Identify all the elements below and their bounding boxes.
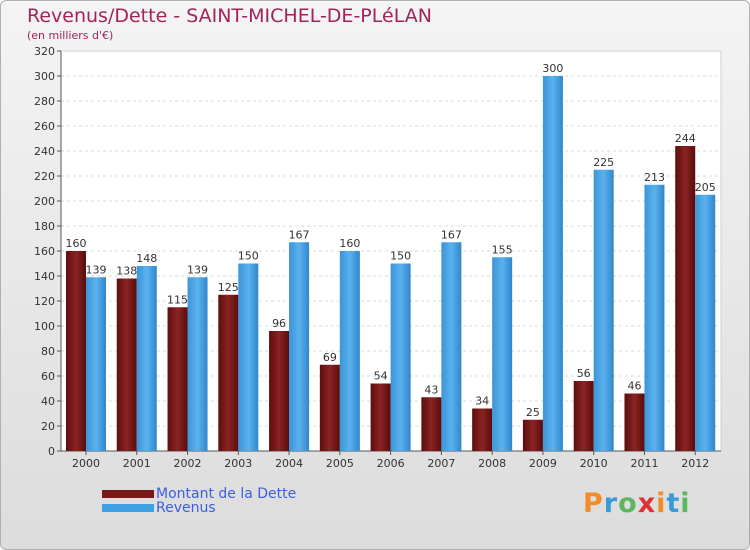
proxiti-logo: Proxiti [583, 488, 691, 519]
x-tick-label-2006: 2006 [377, 457, 405, 470]
legend-label-dette: Montant de la Dette [156, 486, 297, 502]
logo-letter: t [666, 488, 681, 519]
value-label-revenus-2011: 213 [644, 171, 665, 184]
bar-dette-2001 [116, 278, 137, 451]
value-label-dette-2001: 138 [116, 265, 137, 278]
value-label-revenus-2008: 155 [492, 243, 513, 256]
bar-revenus-2011 [644, 184, 665, 451]
y-tick-label: 320 [34, 45, 55, 58]
y-tick-label: 180 [34, 220, 55, 233]
logo-letter: o [618, 488, 638, 519]
bar-revenus-2004 [289, 242, 310, 451]
logo-letter: i [680, 488, 691, 519]
x-tick-label-2000: 2000 [72, 457, 100, 470]
value-label-revenus-2005: 160 [339, 237, 360, 250]
x-tick-label-2004: 2004 [275, 457, 303, 470]
bar-revenus-2003 [238, 263, 259, 451]
value-label-revenus-2004: 167 [289, 228, 310, 241]
value-label-dette-2011: 46 [627, 380, 641, 393]
x-tick-label-2005: 2005 [326, 457, 354, 470]
bar-dette-2002 [167, 307, 188, 451]
x-tick-label-2002: 2002 [174, 457, 202, 470]
y-tick-label: 260 [34, 120, 55, 133]
chart-subtitle: (en milliers d'€) [27, 29, 114, 42]
bar-dette-2007 [421, 397, 442, 451]
y-tick-label: 0 [48, 445, 55, 458]
y-tick-label: 280 [34, 95, 55, 108]
bar-revenus-2010 [593, 169, 614, 451]
logo-letter: P [583, 488, 604, 519]
y-tick-label: 160 [34, 245, 55, 258]
bar-dette-2012 [675, 146, 696, 451]
value-label-revenus-2009: 300 [542, 62, 563, 75]
y-tick-label: 60 [41, 370, 55, 383]
value-label-dette-2000: 160 [66, 237, 87, 250]
logo-letter: x [637, 488, 657, 519]
value-label-revenus-2010: 225 [593, 156, 614, 169]
value-label-revenus-2003: 150 [238, 250, 259, 263]
y-tick-label: 140 [34, 270, 55, 283]
x-tick-label-2003: 2003 [224, 457, 252, 470]
value-label-dette-2009: 25 [526, 406, 540, 419]
bar-dette-2011 [624, 393, 645, 451]
value-label-dette-2012: 244 [675, 132, 696, 145]
value-label-revenus-2000: 139 [86, 263, 107, 276]
value-label-dette-2006: 54 [374, 370, 388, 383]
value-label-revenus-2006: 150 [390, 250, 411, 263]
legend-swatch-revenus [102, 504, 154, 512]
value-label-dette-2010: 56 [577, 367, 591, 380]
logo-letter: r [603, 488, 619, 519]
x-tick-label-2001: 2001 [123, 457, 151, 470]
y-tick-label: 20 [41, 420, 55, 433]
value-label-dette-2004: 96 [272, 317, 286, 330]
bar-revenus-2006 [390, 263, 411, 451]
bar-revenus-2005 [339, 251, 360, 451]
value-label-dette-2005: 69 [323, 351, 337, 364]
bar-revenus-2012 [695, 194, 716, 451]
value-label-revenus-2001: 148 [136, 252, 157, 265]
x-tick-label-2010: 2010 [580, 457, 608, 470]
x-tick-label-2008: 2008 [478, 457, 506, 470]
chart-title: Revenus/Dette - SAINT-MICHEL-DE-PLéLAN [27, 5, 432, 27]
bar-dette-2000 [66, 251, 86, 451]
bar-revenus-2002 [187, 277, 208, 451]
value-label-revenus-2012: 205 [695, 181, 716, 194]
bar-dette-2006 [370, 383, 391, 451]
x-tick-label-2007: 2007 [427, 457, 455, 470]
x-tick-label-2009: 2009 [529, 457, 557, 470]
bar-revenus-2009 [542, 76, 563, 451]
logo-letter: i [656, 488, 667, 519]
legend-swatch-dette [102, 490, 154, 498]
y-tick-label: 220 [34, 170, 55, 183]
y-tick-label: 200 [34, 195, 55, 208]
y-tick-label: 300 [34, 70, 55, 83]
x-tick-label-2012: 2012 [681, 457, 709, 470]
y-tick-label: 40 [41, 395, 55, 408]
value-label-revenus-2007: 167 [441, 228, 462, 241]
value-label-revenus-2002: 139 [187, 263, 208, 276]
value-label-dette-2007: 43 [424, 383, 438, 396]
bar-dette-2004 [269, 331, 290, 451]
legend-label-revenus: Revenus [156, 500, 216, 516]
bar-revenus-2001 [136, 266, 157, 451]
y-tick-label: 100 [34, 320, 55, 333]
bar-revenus-2000 [86, 277, 106, 451]
value-label-dette-2002: 115 [167, 293, 188, 306]
bar-revenus-2007 [441, 242, 462, 451]
x-tick-label-2011: 2011 [630, 457, 658, 470]
bar-dette-2005 [319, 364, 340, 451]
bar-dette-2008 [472, 408, 493, 451]
y-tick-label: 120 [34, 295, 55, 308]
y-tick-label: 240 [34, 145, 55, 158]
y-tick-label: 80 [41, 345, 55, 358]
bar-revenus-2008 [492, 257, 513, 451]
bar-dette-2003 [218, 294, 239, 451]
bar-dette-2010 [573, 381, 594, 451]
value-label-dette-2008: 34 [475, 395, 489, 408]
value-label-dette-2003: 125 [218, 281, 239, 294]
bar-dette-2009 [522, 419, 543, 451]
